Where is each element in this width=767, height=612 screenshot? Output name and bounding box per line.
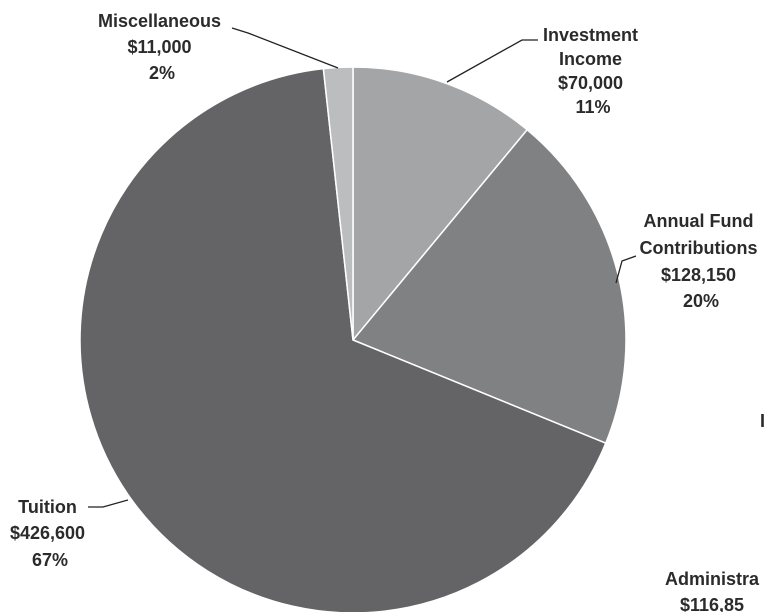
partial-label-administration: Administra [665,569,760,589]
slice-value-miscellaneous: $11,000 [127,37,191,57]
slice-percent-tuition: 67% [32,550,68,570]
pie-slice-annual-fund-contributions [351,128,627,445]
slice-label-tuition: Tuition $426,600 67% [10,497,90,570]
partial-value-administration: $116,85 [680,595,744,612]
pie-slices [79,66,627,612]
leader-line-annual-fund-contributions [615,255,637,284]
slice-value-tuition: $426,600 [10,523,85,543]
slice-label-miscellaneous-line-1: Miscellaneous [98,11,221,31]
partial-label-fragment: I [760,411,765,431]
slice-percent-miscellaneous: 2% [149,63,175,83]
slice-label-tuition-line-1: Tuition [18,497,77,517]
slice-percent-annual-fund-contributions: 20% [683,291,719,311]
slice-label-annual-fund-contributions-line-2: Contributions [640,238,758,258]
pie-slice-investment-income [352,66,529,343]
leader-line-tuition [88,499,129,508]
slice-label-annual-fund-contributions-line-1: Annual Fund [644,211,754,231]
slice-label-investment-income-line-2: Income [559,49,622,69]
slice-percent-investment-income: 11% [575,97,610,117]
slice-value-annual-fund-contributions: $128,150 [661,265,736,285]
slice-label-annual-fund-contributions: Annual Fund Contributions $128,150 20% [640,211,763,311]
leader-line-miscellaneous [231,27,339,69]
slice-label-miscellaneous: Miscellaneous $11,000 2% [98,11,226,83]
pie-slice-tuition [79,67,607,612]
leader-line-investment-income [446,39,538,83]
slice-value-investment-income: $70,000 [558,73,623,93]
slice-label-investment-income-line-1: Investment [543,25,638,45]
slice-label-investment-income: Investment Income $70,000 11% [543,25,643,117]
